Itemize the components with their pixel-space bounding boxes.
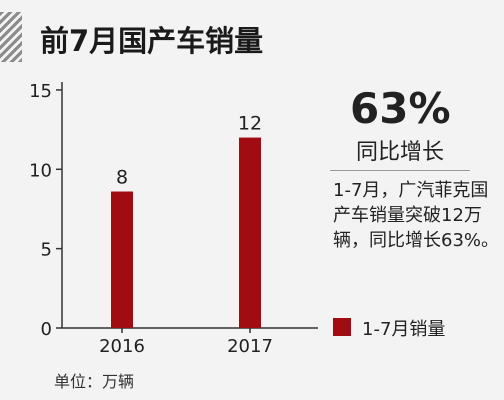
- x-tick-label-2016: 2016: [99, 336, 145, 357]
- highlight-value: 63%: [350, 84, 451, 133]
- data-label-2016: 8: [116, 167, 128, 189]
- legend-swatch: [333, 318, 351, 336]
- highlight-label: 同比增长: [356, 140, 445, 165]
- y-tick-label: 15: [29, 81, 52, 102]
- y-tick-label: 0: [41, 319, 52, 340]
- title-stripes-decoration: [0, 12, 22, 62]
- chart-title: 前7月国产车销量: [40, 24, 264, 58]
- unit-label: 单位：万辆: [54, 372, 135, 391]
- y-tick-label: 10: [29, 160, 52, 181]
- title-bar: 前7月国产车销量: [0, 12, 504, 62]
- bar-2017: [239, 137, 261, 328]
- divider: [330, 170, 470, 171]
- bar-2016: [111, 191, 133, 328]
- data-label-2017: 12: [238, 113, 262, 135]
- x-tick-label-2017: 2017: [227, 336, 273, 357]
- description-text: 1-7月，广汽菲克国产车销量突破12万辆，同比增长63%。: [333, 180, 500, 251]
- legend-label: 1-7月销量: [362, 319, 446, 340]
- y-tick-label: 5: [41, 240, 52, 261]
